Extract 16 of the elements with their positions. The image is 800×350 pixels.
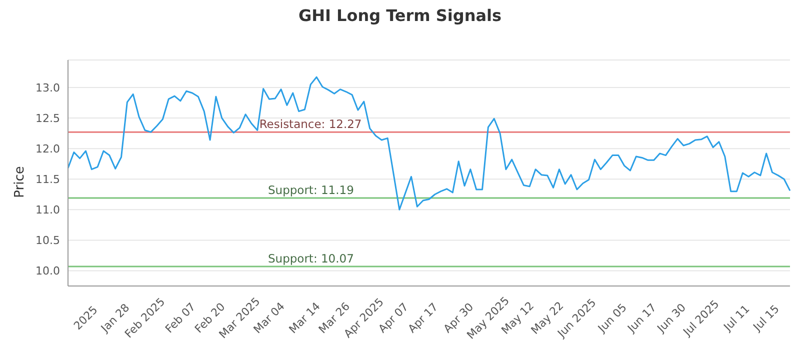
y-axis-title: Price bbox=[12, 166, 28, 198]
y-tick-label: 11.5 bbox=[36, 173, 60, 186]
ref-line-label: Resistance: 12.27 bbox=[259, 117, 362, 132]
ref-line-label: Support: 11.19 bbox=[268, 183, 354, 198]
y-tick-label: 11.0 bbox=[36, 204, 60, 217]
y-tick-label: 12.0 bbox=[36, 142, 60, 156]
x-tick-label: Jul 15 bbox=[750, 302, 782, 334]
y-tick-label: 13.0 bbox=[36, 81, 60, 94]
chart-title: GHI Long Term Signals bbox=[297, 6, 503, 25]
x-tick-label: Jul 11 bbox=[720, 302, 752, 334]
y-tick-label: 10.5 bbox=[36, 234, 60, 248]
x-tick-label: Apr 17 bbox=[406, 300, 441, 336]
line-series bbox=[67, 76, 791, 210]
ref-line-label: Support: 10.07 bbox=[268, 251, 354, 266]
y-tick-label: 12.5 bbox=[36, 112, 60, 125]
y-tick-label: 10.0 bbox=[36, 264, 60, 278]
